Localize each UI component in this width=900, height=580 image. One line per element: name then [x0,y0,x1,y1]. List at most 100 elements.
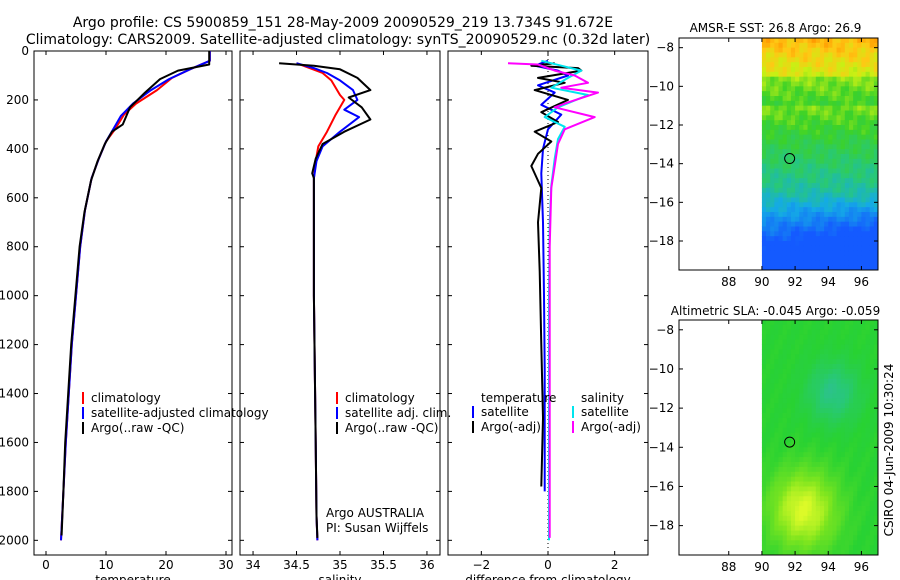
sst_map-cell [807,144,813,150]
sst_map-cell [807,76,813,82]
sst_map-cell [869,216,875,223]
sla_map-cell [840,398,846,404]
sst_map-cell [807,91,813,97]
sla_map-cell [824,461,829,468]
sla_map-cell [869,466,875,473]
sla_map-cell [782,398,788,404]
sla_map-cell [869,329,875,336]
sla_map-cell [766,545,771,551]
sla_map-cell [782,506,788,512]
sla_map-cell [761,520,767,527]
sla_map-cell [786,320,792,326]
sla_map-cell [824,359,829,365]
sst_map-cell [824,139,829,145]
sla_map-cell [873,457,879,463]
sla_map-cell [828,457,833,463]
sst_map-cell [844,250,850,256]
sla_map-cell [873,368,879,375]
sst_map-cell [790,144,796,150]
sst_map-cell [840,120,846,126]
sst_map-cell [857,154,862,160]
sla_map-cell [828,388,833,394]
sst_map-cell [795,120,800,126]
sst_map-cell [803,207,808,213]
sla_map-cell [786,486,792,492]
sst_map-cell [774,120,779,126]
sst_map-cell [766,105,771,111]
sla_map-xtick-label: 90 [754,560,769,574]
sla_map-cell [824,530,829,536]
sst_map-cell [844,71,850,78]
sla_map-cell [815,466,821,473]
sla_map-cell [790,368,796,375]
sst_map-cell [861,81,866,87]
sla_map-cell [861,486,866,492]
sla_map-cell [803,393,808,399]
sla_map-cell [795,432,800,438]
sst_map-cell [786,71,792,78]
sla_map-cell [786,520,792,527]
sla_map-cell [795,339,800,345]
sla_map-cell [770,398,775,404]
sla_map-cell [803,329,808,336]
sla_map-cell [799,373,804,380]
sla_map-cell [807,437,813,443]
sst_map-cell [865,183,871,189]
sst_map-cell [873,241,879,247]
sla_map-cell [786,413,792,419]
sla_map-cell [865,452,871,458]
sst_map-cell [853,91,858,97]
sla_map-cell [853,422,858,429]
salinity-xtick-label: 34.5 [283,558,310,572]
sst_map-cell [799,139,804,145]
sst_map-ytick-label: −18 [649,234,674,248]
sla_map-cell [811,535,817,541]
sst_map-cell [795,202,800,208]
sst_map-cell [766,52,771,58]
sst_map-cell [799,52,804,58]
sla_map-cell [786,359,792,365]
sla_map-cell [840,476,846,482]
sst_map-cell [857,260,862,266]
sst_map-cell [799,144,804,150]
sst_map-cell [803,260,808,266]
sst_map-cell [766,91,771,97]
sst_map-cell [819,168,825,174]
sst_map-cell [819,96,825,102]
sla_map-cell [840,349,846,355]
sst_map-xtick-label: 88 [721,275,736,289]
sla_map-cell [815,324,821,331]
sst_map-cell [848,115,854,121]
sla_map-cell [848,515,854,522]
sst_map-cell [761,168,767,174]
sla_map-cell [853,530,858,536]
sst_map-cell [778,57,784,63]
sst_map-cell [782,115,788,121]
sla_map-cell [861,476,866,482]
sst_map-cell [795,144,800,150]
sst_map-cell [824,125,829,131]
sst_map-cell [761,236,767,242]
sst_map-cell [782,57,788,63]
sst_map-cell [815,81,821,87]
sst_map-cell [844,255,850,261]
sla_map-cell [832,417,837,424]
sla_map-cell [865,432,871,438]
sst_map-cell [790,139,796,145]
sst_map-cell [873,129,879,136]
sla_map-cell [778,515,784,522]
sla_map-cell [766,344,771,350]
sst_map-cell [811,91,817,97]
sst_map-cell [819,91,825,97]
sla_map-cell [811,329,817,336]
sst_map-cell [836,265,842,271]
sla_map-cell [761,515,767,522]
sst_map-cell [865,212,871,218]
sst_map-cell [861,250,866,256]
sla_map-cell [786,427,792,434]
sst_map-cell [786,187,792,194]
sst_map-cell [766,255,771,261]
sst_map-cell [836,125,842,131]
salinity-series-black [279,62,372,538]
sla_map-cell [799,403,804,409]
